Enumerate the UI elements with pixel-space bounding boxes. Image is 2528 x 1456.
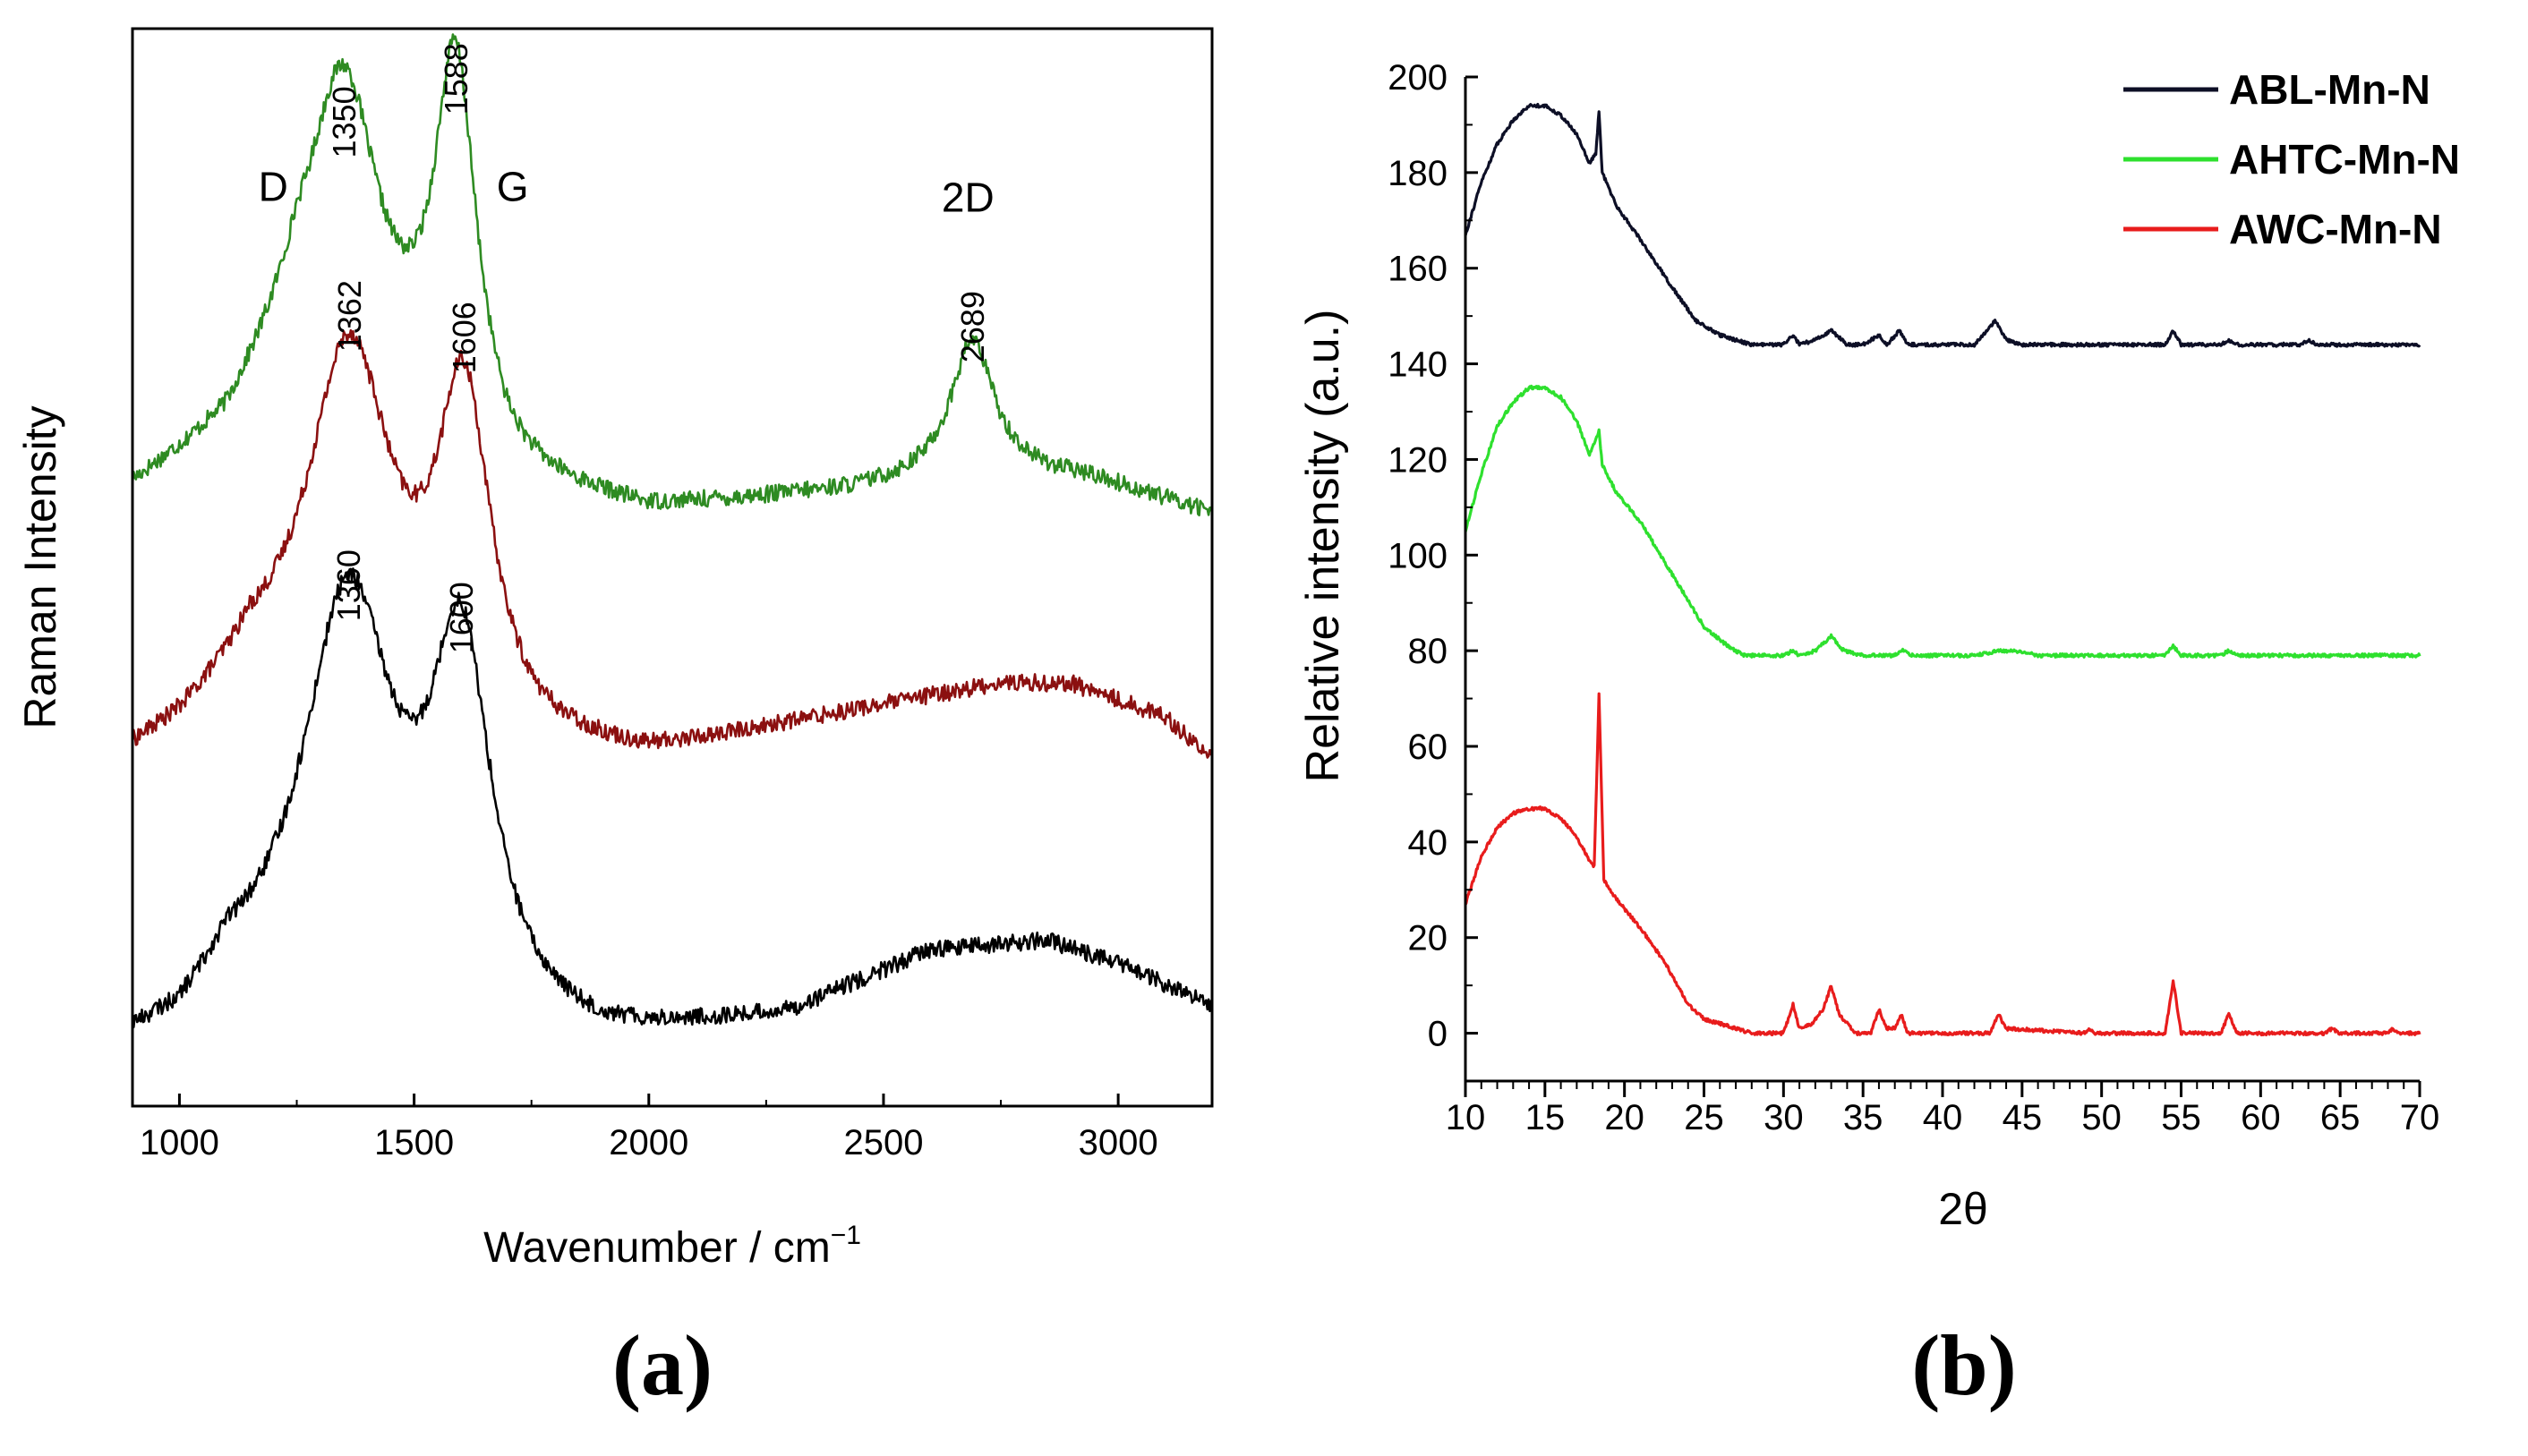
xrd-series-line-AWC-Mn-N	[1464, 692, 2421, 1037]
x-tick-label-b: 35	[1843, 1098, 1883, 1137]
x-tick-label-a: 2500	[843, 1123, 923, 1162]
raman-series-group	[131, 33, 1214, 1029]
peak-annotation: 2D	[942, 175, 995, 221]
y-axis-ticks-b: 0 20 40 60 80 100 120 140 160 180 200	[1388, 58, 1478, 1054]
x-tick-label-b: 25	[1684, 1098, 1724, 1137]
x-tick-label-a: 2000	[609, 1123, 688, 1162]
peak-annotation: 1588	[438, 43, 474, 115]
peak-annotation: 1362	[331, 280, 368, 352]
y-tick-label-b: 80	[1408, 632, 1448, 671]
legend-label: AWC-Mn-N	[2229, 206, 2442, 252]
x-tick-label-b: 45	[2003, 1098, 2043, 1137]
peak-annotation: D	[259, 164, 288, 210]
legend-b: ABL-Mn-N AHTC-Mn-N AWC-Mn-N	[2123, 66, 2460, 252]
xrd-series-line-ABL-Mn-N	[1464, 102, 2421, 348]
panel-label-b: (b)	[1911, 1317, 2016, 1413]
raman-series-line-3	[131, 567, 1214, 1029]
y-axis-label-b: Relative intensity (a.u.)	[1297, 310, 1349, 783]
xrd-series-line-AHTC-Mn-N	[1464, 384, 2421, 659]
panel-b-xrd: 0 20 40 60 80 100 120 140 160 180 200 10 15 20 25 30 35…	[1297, 58, 2460, 1413]
peak-annotation: 1350	[326, 86, 363, 158]
x-tick-label-b: 15	[1525, 1098, 1566, 1137]
y-tick-label-b: 180	[1388, 154, 1448, 193]
plot-frame-a	[131, 27, 1214, 1108]
y-tick-label-b: 60	[1408, 728, 1448, 767]
legend-label: ABL-Mn-N	[2229, 66, 2430, 113]
x-axis-ticks-a: 1000 1500 2000 2500 3000	[140, 1094, 1158, 1162]
y-tick-label-b: 140	[1388, 345, 1448, 385]
y-tick-label-b: 120	[1388, 440, 1448, 480]
x-axis-label-b: 2θ	[1938, 1184, 1988, 1234]
x-tick-label-b: 70	[2400, 1098, 2440, 1137]
peak-annotation: 2689	[954, 291, 991, 362]
panel-label-a: (a)	[612, 1317, 713, 1413]
peak-annotation: 1600	[443, 582, 480, 653]
x-tick-label-b: 10	[1446, 1098, 1486, 1137]
peak-annotation: 1606	[446, 302, 483, 373]
x-tick-label-a: 3000	[1079, 1123, 1158, 1162]
y-tick-label-b: 160	[1388, 250, 1448, 289]
peak-annotation: G	[497, 164, 529, 210]
x-tick-label-b: 40	[1923, 1098, 1963, 1137]
x-tick-label-b: 55	[2161, 1098, 2201, 1137]
x-tick-label-b: 20	[1604, 1098, 1644, 1137]
y-tick-label-b: 20	[1408, 919, 1448, 958]
x-tick-label-a: 1000	[140, 1123, 219, 1162]
x-tick-label-b: 65	[2320, 1098, 2361, 1137]
xrd-series-group	[1464, 102, 2421, 1037]
legend-label: AHTC-Mn-N	[2229, 136, 2460, 183]
peak-annotation: 1360	[330, 549, 367, 621]
x-tick-label-b: 50	[2081, 1098, 2122, 1137]
x-tick-label-b: 30	[1764, 1098, 1804, 1137]
y-tick-label-b: 0	[1428, 1015, 1448, 1054]
y-tick-label-b: 100	[1388, 536, 1448, 575]
x-axis-ticks-b: 10 15 20 25 30 35 40 45 50 55 60 65 70	[1446, 1081, 2440, 1137]
x-tick-label-b: 60	[2241, 1098, 2281, 1137]
y-tick-label-b: 200	[1388, 58, 1448, 98]
raman-series-line-2	[131, 328, 1214, 759]
raman-peak-annotations: D G 2D 1350 1588 1362 1606 2689 1360 1600	[259, 43, 995, 653]
raman-series-line-1	[131, 33, 1214, 517]
x-tick-label-a: 1500	[374, 1123, 454, 1162]
y-tick-label-b: 40	[1408, 823, 1448, 863]
y-axis-label-a: Raman Intensity	[15, 405, 65, 728]
panel-a-raman: D G 2D 1350 1588 1362 1606 2689 1360 1600 1000 150…	[15, 27, 1214, 1413]
x-axis-label-a: Wavenumber / cm−1	[483, 1221, 861, 1272]
